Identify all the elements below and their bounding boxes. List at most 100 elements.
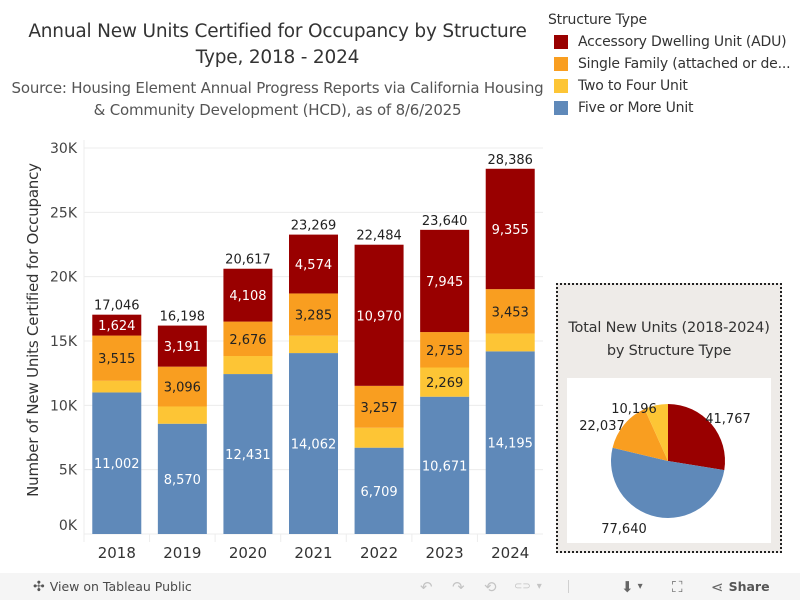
legend-swatch — [554, 57, 568, 71]
bar-segment-label: 8,570 — [164, 473, 201, 488]
pie-slice-label: 41,767 — [705, 412, 751, 427]
toolbar-divider — [568, 573, 569, 600]
legend-item-single-family[interactable]: Single Family (attached or de... — [548, 53, 798, 75]
bar-segment-label: 2,269 — [426, 376, 463, 391]
tableau-logo-icon: ✣ — [33, 578, 45, 595]
y-tick-label: 25K — [50, 205, 78, 221]
x-tick-label: 2024 — [491, 544, 529, 562]
bar-segment[interactable] — [157, 406, 207, 424]
x-tick-label: 2018 — [98, 544, 136, 562]
bar-segment-label: 3,191 — [164, 340, 201, 355]
bar-total-label: 17,046 — [94, 299, 140, 314]
legend-item-five-or-more[interactable]: Five or More Unit — [548, 97, 798, 119]
bar-segment-label: 6,709 — [360, 485, 397, 500]
redo-button[interactable]: ↷ — [452, 573, 465, 600]
bar-segment[interactable] — [420, 367, 470, 397]
view-on-tableau-button[interactable]: ✣ View on Tableau Public — [33, 573, 192, 600]
bar-segment-label: 3,096 — [164, 381, 201, 396]
bar-chart: 0K 5K 10K 15K 20K 25K 30K 11,002 3,515 1,624 17,04… — [50, 140, 543, 562]
legend-item-two-to-four[interactable]: Two to Four Unit — [548, 75, 798, 97]
chart-subtitle: Source: Housing Element Annual Progress … — [11, 79, 544, 119]
download-icon: ⬇ — [621, 577, 634, 596]
bar-segment[interactable] — [92, 314, 142, 336]
legend-item-adu[interactable]: Accessory Dwelling Unit (ADU) — [548, 31, 798, 53]
bar-segment[interactable] — [354, 385, 404, 428]
tableau-toolbar: ✣ View on Tableau Public ↶ ↷ ⟲ ⊂⊃ ▾ ⬇ ▾ … — [0, 573, 800, 600]
share-button[interactable]: ⋖ Share — [711, 573, 770, 600]
bar-segment-label: 14,195 — [487, 437, 533, 452]
pie-slice[interactable] — [611, 447, 725, 519]
bar-total-label: 23,640 — [422, 214, 468, 229]
bar-segment[interactable] — [485, 333, 535, 352]
x-tick-label: 2022 — [360, 544, 398, 562]
bar-segment[interactable] — [223, 356, 273, 375]
bar-segment[interactable] — [223, 374, 273, 534]
y-tick-label: 5K — [59, 463, 78, 479]
bar-segment[interactable] — [223, 268, 273, 322]
bar-segment-label: 2,676 — [229, 333, 266, 348]
bar-segment[interactable] — [289, 335, 338, 354]
x-tick-label: 2023 — [426, 544, 464, 562]
bar-total-label: 23,269 — [291, 219, 337, 234]
x-tick-label: 2020 — [229, 544, 267, 562]
chevron-down-icon: ▾ — [536, 581, 542, 592]
bar-segment-label: 4,574 — [295, 258, 332, 273]
bar-segment[interactable] — [92, 380, 142, 393]
bar-segment[interactable] — [420, 396, 470, 534]
undo-button[interactable]: ↶ — [420, 573, 433, 600]
bar-segment-label: 3,285 — [295, 309, 332, 324]
legend-swatch — [554, 101, 568, 115]
legend-title: Structure Type — [548, 12, 647, 28]
pie-slice[interactable] — [668, 404, 725, 471]
legend-label: Single Family (attached or de... — [578, 56, 791, 72]
legend-swatch — [554, 79, 568, 93]
bar-segment[interactable] — [157, 423, 207, 534]
bar-segment[interactable] — [289, 234, 338, 294]
pie-slice[interactable] — [612, 409, 668, 461]
pie-title-text: Total New Units (2018-2024) by Structure… — [568, 320, 770, 359]
view-on-tableau-label: View on Tableau Public — [49, 579, 192, 594]
bar-segment[interactable] — [420, 332, 470, 368]
bar-total-label: 28,386 — [487, 153, 533, 168]
download-button[interactable]: ⬇ ▾ — [621, 573, 643, 600]
bar-segment[interactable] — [157, 325, 207, 367]
legend: Structure Type Accessory Dwelling Unit (… — [548, 12, 798, 119]
legend-label: Accessory Dwelling Unit (ADU) — [578, 34, 787, 50]
bar-segment-label: 3,257 — [360, 401, 397, 416]
share-label: Share — [728, 579, 770, 594]
bar-segment[interactable] — [420, 229, 470, 333]
fullscreen-button[interactable]: ⛶ — [672, 573, 683, 600]
share-icon: ⋖ — [711, 577, 724, 596]
bar-segment[interactable] — [485, 168, 535, 290]
bar-segment[interactable] — [289, 293, 338, 336]
bar-segment[interactable] — [485, 351, 535, 534]
chevron-down-icon: ▾ — [637, 581, 643, 592]
bar-segment[interactable] — [223, 321, 273, 357]
x-tick-label: 2021 — [294, 544, 332, 562]
bar-segment[interactable] — [354, 244, 404, 386]
revert-button[interactable]: ⟲ — [484, 573, 497, 600]
refresh-icon: ⊂⊃ — [514, 581, 531, 592]
bar-segment-label: 9,355 — [492, 223, 529, 238]
bar-segment[interactable] — [92, 335, 142, 381]
bar-segment[interactable] — [354, 447, 404, 534]
bar-segment-label: 10,970 — [356, 309, 402, 324]
y-tick-label: 0K — [59, 518, 78, 534]
redo-icon: ↷ — [452, 577, 465, 596]
pie-slice[interactable] — [644, 404, 668, 461]
chart-title: Annual New Units Certified for Occupancy… — [28, 21, 527, 68]
bar-segment[interactable] — [354, 427, 404, 448]
refresh-button[interactable]: ⊂⊃ ▾ — [514, 573, 542, 600]
legend-label: Five or More Unit — [578, 100, 694, 116]
pie-chart: 41,767 77,640 22,037 10,196 — [579, 402, 751, 537]
bar-segment[interactable] — [289, 353, 338, 534]
undo-icon: ↶ — [420, 577, 433, 596]
bar-segment[interactable] — [157, 366, 207, 407]
bar-segment[interactable] — [92, 392, 142, 534]
bar-segment-label: 1,624 — [98, 319, 135, 334]
pie-slice-label: 10,196 — [611, 402, 657, 417]
bar-segment[interactable] — [485, 289, 535, 334]
y-tick-label: 30K — [50, 141, 78, 157]
bar-segment-label: 3,515 — [98, 352, 135, 367]
revert-icon: ⟲ — [484, 577, 497, 596]
